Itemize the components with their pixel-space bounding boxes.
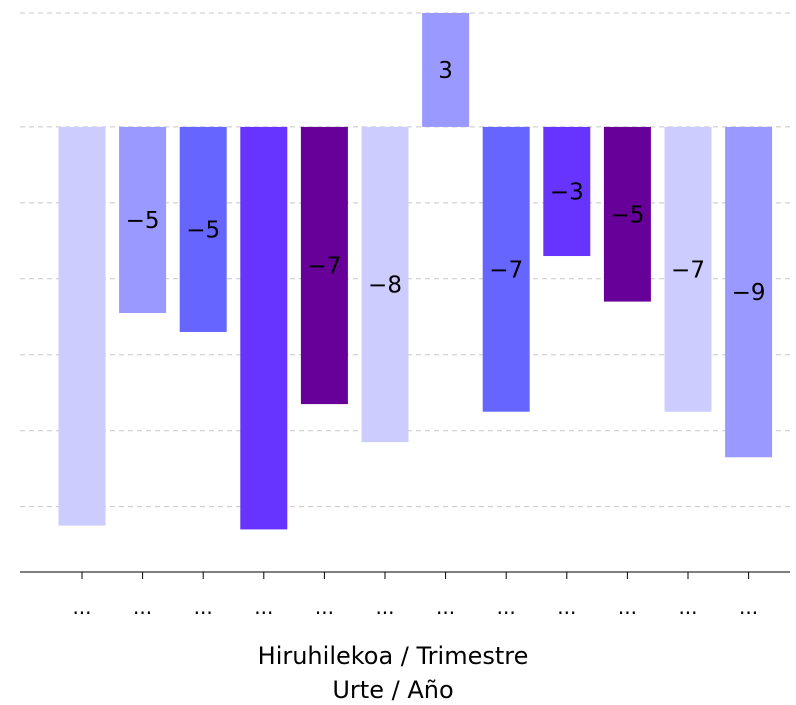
x-ticks	[81, 572, 750, 579]
bar-11	[725, 126, 773, 458]
x-tick-label-7: ...	[497, 595, 516, 619]
data-label-2: −5	[186, 217, 220, 243]
x-tick-label-0: ...	[72, 595, 91, 619]
x-tick-label-11: ...	[739, 595, 758, 619]
data-label-4: −7	[307, 254, 341, 280]
data-label-8: −3	[550, 179, 584, 205]
bar-0	[58, 126, 106, 526]
data-label-6: 3	[438, 58, 453, 84]
data-labels: −5 −5 −7 −8 3 −7 −3 −5 −7 −9	[126, 58, 766, 306]
x-tick-label-4: ...	[315, 595, 334, 619]
x-tick-label-10: ...	[678, 595, 697, 619]
bar-4	[300, 126, 348, 405]
bar-6	[422, 13, 470, 127]
x-tick-label-1: ...	[133, 595, 152, 619]
bar-2	[179, 126, 227, 332]
data-label-9: −5	[610, 202, 644, 228]
bar-7	[482, 126, 530, 412]
bar-5	[361, 126, 409, 443]
data-label-11: −9	[732, 280, 766, 306]
x-tick-labels: ....................................	[72, 595, 758, 619]
data-label-7: −7	[489, 257, 523, 283]
x-tick-label-6: ...	[436, 595, 455, 619]
bar-8	[543, 126, 591, 257]
data-label-10: −7	[671, 257, 705, 283]
x-axis-title-line-1: Hiruhilekoa / Trimestre	[258, 642, 529, 670]
x-tick-label-5: ...	[375, 595, 394, 619]
x-axis-title-line-2: Urte / Año	[332, 676, 453, 701]
data-label-5: −8	[368, 273, 402, 299]
bar-9	[603, 126, 651, 302]
data-label-1: −5	[126, 208, 160, 234]
x-tick-label-8: ...	[557, 595, 576, 619]
bar-3	[240, 126, 288, 530]
x-tick-label-3: ...	[254, 595, 273, 619]
bars	[58, 13, 773, 530]
bar-10	[664, 126, 712, 412]
x-tick-label-2: ...	[194, 595, 213, 619]
bar-1	[119, 126, 167, 313]
x-tick-label-9: ...	[618, 595, 637, 619]
